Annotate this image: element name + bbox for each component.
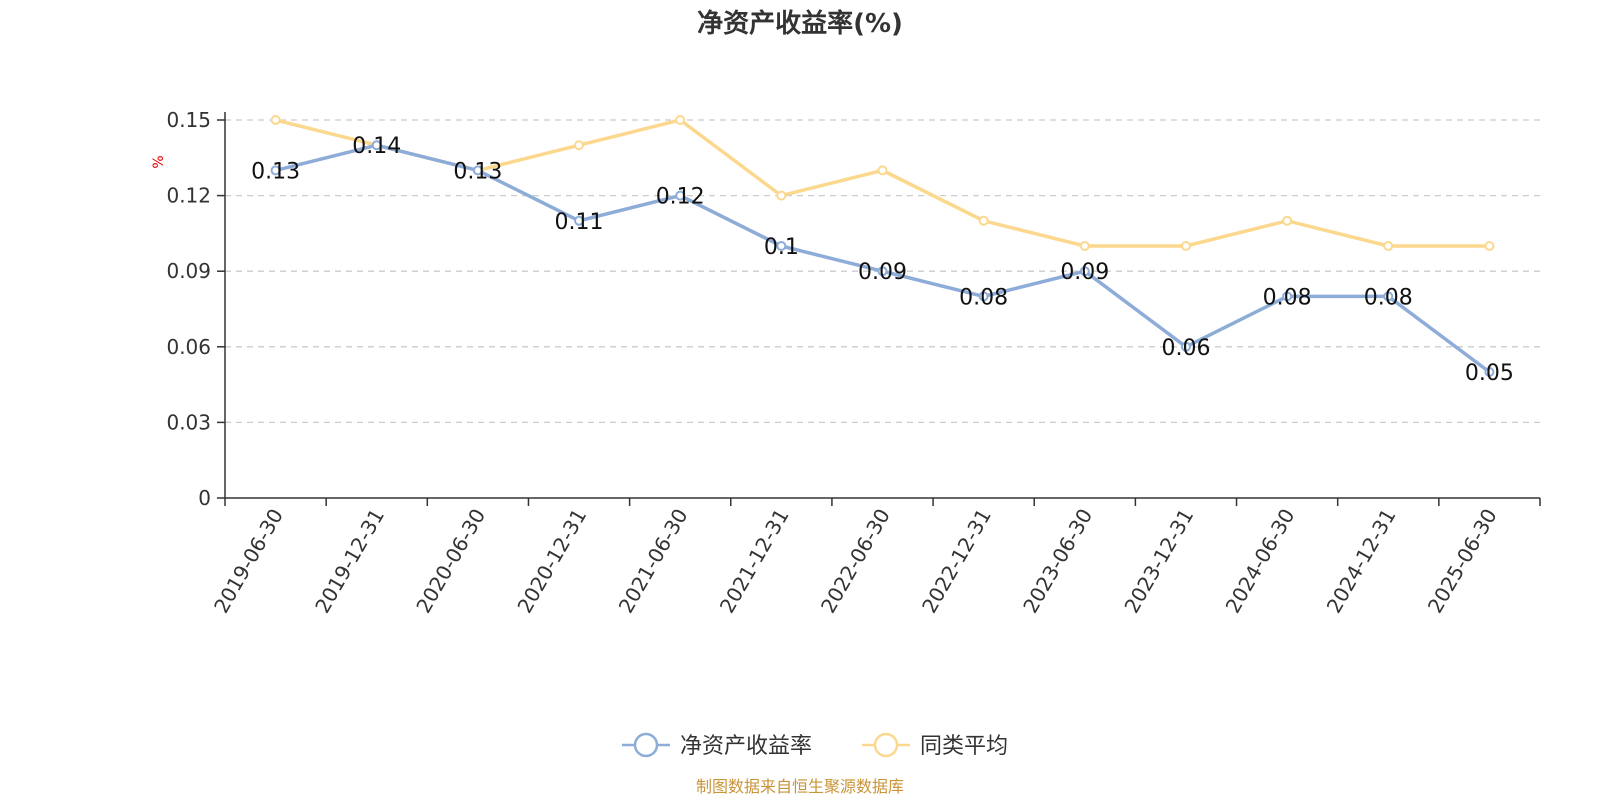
data-label: 0.06 xyxy=(1161,336,1210,361)
source-note: 制图数据来自恒生聚源数据库 xyxy=(696,777,904,796)
y-tick-labels: 0 0.03 0.06 0.09 0.12 0.15 xyxy=(166,108,211,510)
data-point xyxy=(574,140,585,151)
data-label: 0.09 xyxy=(1060,260,1109,285)
chart-title: 净资产收益率(%) xyxy=(697,8,903,39)
data-point xyxy=(1180,341,1191,352)
data-label: 0.08 xyxy=(1364,285,1413,310)
data-point xyxy=(1079,241,1090,251)
data-point xyxy=(472,165,483,176)
data-label: 0.1 xyxy=(764,235,799,260)
data-point xyxy=(1484,241,1495,251)
data-label: 0.13 xyxy=(453,159,502,184)
x-tick-label: 2020-12-31 xyxy=(512,505,591,618)
data-label: 0.08 xyxy=(959,285,1008,310)
y-tick-label: 0.12 xyxy=(166,184,211,208)
data-point xyxy=(1484,367,1495,377)
data-point xyxy=(270,165,281,176)
x-tick-label: 2023-12-31 xyxy=(1119,505,1198,618)
x-tick-label: 2024-06-30 xyxy=(1221,505,1300,618)
data-point xyxy=(371,140,382,151)
data-point xyxy=(877,266,888,277)
data-point xyxy=(1383,291,1394,302)
y-tick-label: 0 xyxy=(198,486,211,510)
legend-marker xyxy=(873,732,899,758)
data-point xyxy=(675,115,686,125)
x-tick-label: 2023-06-30 xyxy=(1018,505,1097,618)
data-labels: 0.13 0.14 0.13 0.11 0.12 0.1 0.09 0.08 0.09 0.06 0… xyxy=(251,134,1514,386)
data-point xyxy=(270,115,281,125)
data-label: 0.08 xyxy=(1263,285,1312,310)
x-tick-label: 2022-06-30 xyxy=(816,505,895,618)
legend: 净资产收益率 同类平均 xyxy=(622,732,1008,759)
legend-marker xyxy=(633,732,659,758)
x-tick-label: 2025-06-30 xyxy=(1423,505,1502,618)
y-axis-unit: % xyxy=(151,155,167,168)
y-tick-label: 0.06 xyxy=(166,335,211,359)
x-tick-label: 2019-06-30 xyxy=(209,505,288,618)
y-tick-label: 0.03 xyxy=(166,410,211,434)
data-point xyxy=(978,215,989,226)
data-point xyxy=(1282,215,1293,226)
y-tick-label: 0.09 xyxy=(166,259,211,283)
data-point xyxy=(1282,291,1293,302)
data-point xyxy=(1180,241,1191,251)
data-label: 0.12 xyxy=(656,185,705,210)
data-label: 0.14 xyxy=(352,134,401,159)
data-point xyxy=(877,165,888,176)
data-point xyxy=(675,190,686,201)
data-label: 0.05 xyxy=(1465,361,1514,386)
x-tick-label: 2019-12-31 xyxy=(310,505,389,618)
data-label: 0.11 xyxy=(555,210,604,235)
data-point xyxy=(1079,266,1090,277)
y-tick-label: 0.15 xyxy=(166,108,211,132)
axes xyxy=(217,112,1541,506)
series-group xyxy=(270,115,1495,377)
x-tick-label: 2022-12-31 xyxy=(917,504,996,617)
legend-label: 同类平均 xyxy=(920,734,1008,759)
legend-label: 净资产收益率 xyxy=(680,734,812,759)
x-tick-labels: 2019-06-30 2019-12-31 2020-06-30 2020-12-31… xyxy=(209,504,1502,617)
x-tick-label: 2021-12-31 xyxy=(715,505,794,618)
x-tick-label: 2020-06-30 xyxy=(411,505,490,618)
data-point xyxy=(776,241,787,251)
x-tick-label: 2021-06-30 xyxy=(614,505,693,618)
data-label: 0.13 xyxy=(251,159,300,184)
data-point xyxy=(776,190,787,201)
data-label: 0.09 xyxy=(858,260,907,285)
data-point xyxy=(978,291,989,302)
data-point xyxy=(1383,241,1394,251)
x-tick-label: 2024-12-31 xyxy=(1322,505,1401,618)
data-point xyxy=(574,215,585,226)
